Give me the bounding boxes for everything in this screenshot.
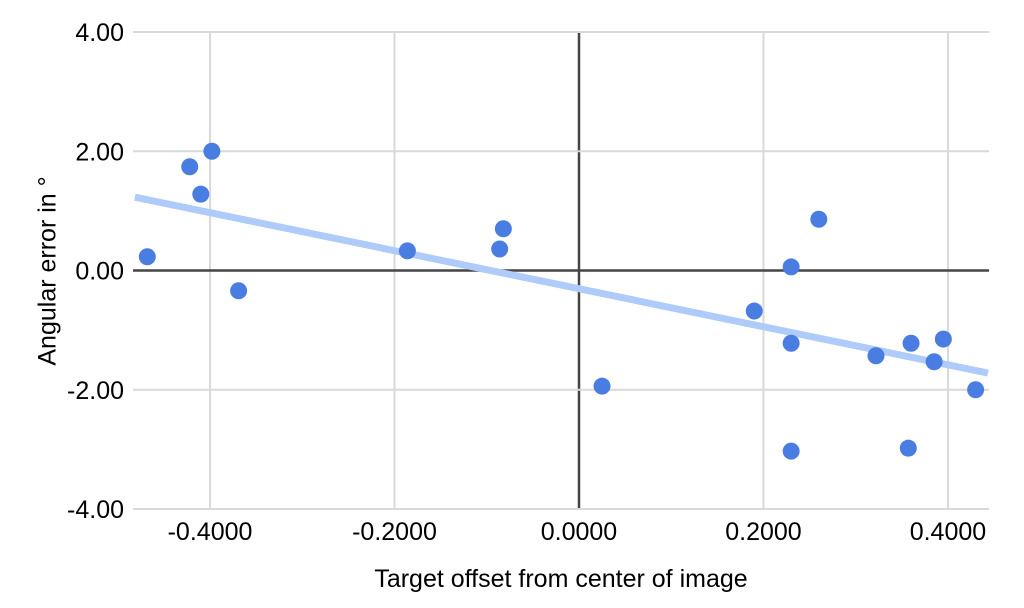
data-point[interactable] — [925, 353, 943, 371]
data-point[interactable] — [192, 185, 210, 203]
y-tick-label: -2.00 — [67, 377, 124, 405]
data-point[interactable] — [181, 158, 199, 176]
y-tick-label: 4.00 — [75, 19, 124, 47]
x-axis-title: Target offset from center of image — [374, 565, 748, 593]
y-tick-label: 0.00 — [75, 258, 124, 286]
data-point[interactable] — [398, 242, 416, 260]
data-point[interactable] — [782, 442, 800, 460]
y-tick-label: -4.00 — [67, 496, 124, 524]
data-point[interactable] — [203, 142, 221, 160]
data-point[interactable] — [810, 210, 828, 228]
data-point[interactable] — [902, 334, 920, 352]
data-point[interactable] — [593, 377, 611, 395]
y-axis-title: Angular error in ° — [33, 176, 62, 366]
x-tick-label: -0.4000 — [168, 518, 253, 546]
data-point[interactable] — [230, 282, 248, 300]
data-point[interactable] — [782, 334, 800, 352]
data-point[interactable] — [934, 330, 952, 348]
data-point[interactable] — [899, 439, 917, 457]
y-tick-label: 2.00 — [75, 138, 124, 166]
x-tick-label: 0.4000 — [910, 518, 986, 546]
x-tick-label: 0.0000 — [541, 518, 617, 546]
data-point[interactable] — [494, 220, 512, 238]
data-point[interactable] — [867, 347, 885, 365]
data-point[interactable] — [967, 381, 985, 399]
x-tick-label: -0.2000 — [352, 518, 437, 546]
data-point[interactable] — [782, 258, 800, 276]
trendline[interactable] — [134, 193, 989, 377]
data-point[interactable] — [491, 240, 509, 258]
data-point[interactable] — [745, 302, 763, 320]
data-point[interactable] — [138, 248, 156, 266]
x-tick-label: 0.2000 — [725, 518, 801, 546]
